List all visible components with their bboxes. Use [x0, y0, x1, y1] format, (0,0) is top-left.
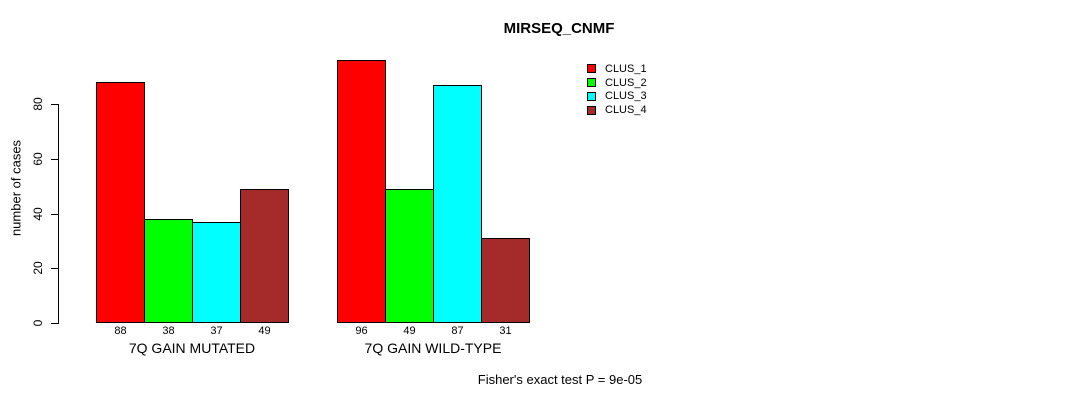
- bar-value-label: 49: [403, 325, 416, 337]
- bar-value-label: 31: [499, 325, 512, 337]
- bar-value-label: 87: [451, 325, 464, 337]
- legend-swatch-icon: [587, 105, 596, 115]
- legend-swatch-icon: [587, 91, 596, 101]
- y-tick-label: 80: [31, 97, 45, 111]
- group-label: 7Q GAIN WILD-TYPE: [364, 340, 502, 356]
- legend-item: CLUS_3: [587, 90, 647, 104]
- legend-swatch-icon: [587, 64, 596, 74]
- bar-value-label: 88: [114, 325, 127, 337]
- legend-swatch-icon: [587, 78, 596, 88]
- bar: [337, 60, 386, 323]
- legend-label: CLUS_2: [605, 76, 647, 89]
- y-tick-label: 60: [31, 152, 45, 166]
- bar: [96, 82, 145, 323]
- bar-value-label: 49: [258, 325, 271, 337]
- legend-label: CLUS_4: [605, 104, 647, 117]
- legend-label: CLUS_3: [605, 90, 647, 103]
- y-tick-label: 0: [31, 319, 45, 327]
- bar: [240, 188, 289, 323]
- bar-value-label: 38: [162, 325, 175, 337]
- y-tick-label: 20: [31, 261, 45, 275]
- chart-title: MIRSEQ_CNMF: [503, 20, 615, 37]
- bar-value-label: 96: [355, 325, 368, 337]
- group-label: 7Q GAIN MUTATED: [128, 340, 256, 356]
- bar-value-label: 37: [210, 325, 223, 337]
- y-axis-label: number of cases: [8, 139, 24, 237]
- bar: [144, 218, 193, 323]
- bar: [481, 238, 530, 323]
- legend-item: CLUS_4: [587, 103, 647, 117]
- legend-label: CLUS_1: [605, 62, 647, 75]
- y-tick: [51, 323, 58, 324]
- y-tick: [51, 213, 58, 215]
- legend: CLUS_1 CLUS_2 CLUS_3 CLUS_4: [587, 62, 647, 117]
- y-tick: [51, 158, 58, 160]
- y-tick-label: 40: [31, 206, 45, 221]
- y-tick: [51, 104, 58, 105]
- legend-item: CLUS_1: [587, 62, 647, 76]
- bar: [192, 221, 241, 323]
- bar: [433, 84, 482, 323]
- bar: [385, 188, 434, 323]
- footnote: Fisher's exact test P = 9e-05: [477, 372, 643, 387]
- legend-item: CLUS_2: [587, 76, 647, 90]
- y-tick: [51, 268, 58, 270]
- y-axis-line: [58, 104, 59, 324]
